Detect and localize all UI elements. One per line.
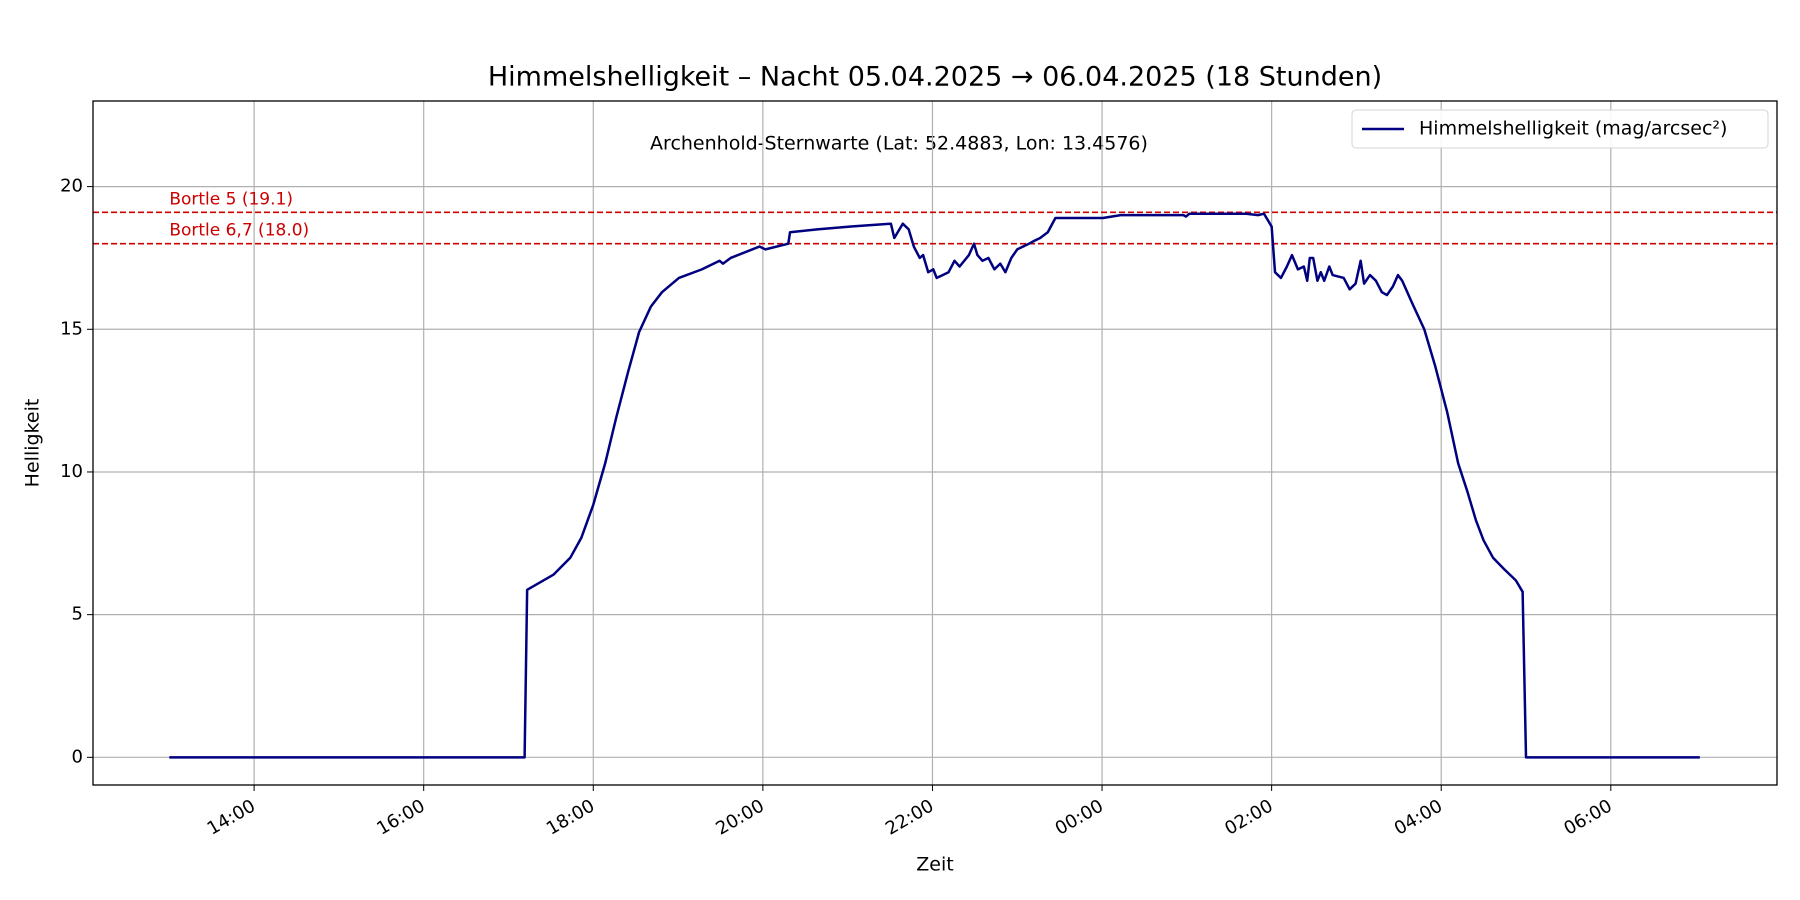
x-tick-label: 16:00 <box>373 795 428 839</box>
reference-label: Bortle 6,7 (18.0) <box>169 221 309 241</box>
y-tick-label: 0 <box>72 746 83 767</box>
x-tick-label: 22:00 <box>882 795 937 839</box>
chart-title: Himmelshelligkeit – Nacht 05.04.2025 → 0… <box>488 62 1382 93</box>
y-tick-label: 10 <box>60 461 83 482</box>
y-axis-label: Helligkeit <box>22 399 44 488</box>
x-tick-label: 00:00 <box>1052 795 1107 839</box>
reference-label: Bortle 5 (19.1) <box>169 189 293 209</box>
x-axis-label: Zeit <box>916 854 953 876</box>
y-tick-label: 20 <box>60 176 83 197</box>
legend-label: Himmelshelligkeit (mag/arcsec²) <box>1419 118 1727 140</box>
legend-box <box>1351 109 1769 149</box>
data-line <box>169 212 1700 759</box>
x-tick-label: 04:00 <box>1391 795 1446 839</box>
annotation: Archenhold-Sternwarte (Lat: 52.4883, Lon… <box>650 133 1148 155</box>
x-tick-label: 20:00 <box>712 795 767 839</box>
plot-frame <box>92 100 1778 786</box>
y-tick-label: 15 <box>60 318 83 339</box>
x-tick-label: 06:00 <box>1560 795 1615 839</box>
y-tick-label: 5 <box>72 604 83 625</box>
x-tick-label: 14:00 <box>204 795 259 839</box>
x-tick-label: 02:00 <box>1221 795 1276 839</box>
x-tick-label: 18:00 <box>543 795 598 839</box>
